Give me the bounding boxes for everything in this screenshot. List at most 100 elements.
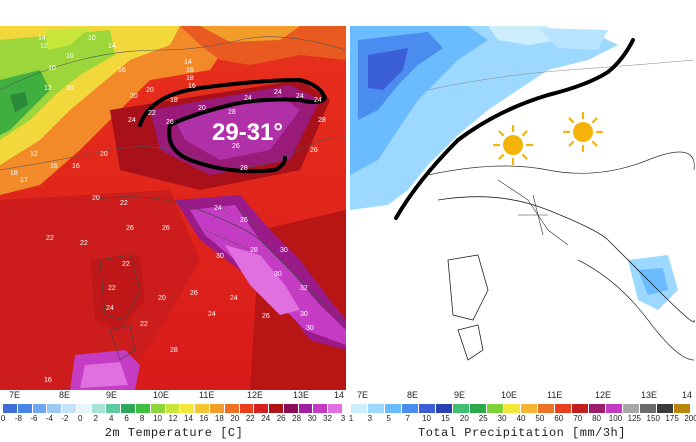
- colorbar-tick-label: 3: [340, 414, 346, 423]
- colorbar-swatch: [313, 404, 329, 413]
- station-value: 30: [300, 311, 308, 318]
- high-pressure-outline: [138, 77, 328, 174]
- colorbar-swatch: [487, 404, 504, 413]
- station-value: 10: [66, 53, 74, 60]
- longitude-tick: 8E: [59, 390, 71, 400]
- precipitation-legend-title: Total Precipitation [mm/3h]: [418, 426, 626, 440]
- colorbar-tick-label: 80: [592, 414, 601, 423]
- colorbar-tick-label: 20: [230, 414, 240, 423]
- station-value: 14: [38, 35, 46, 42]
- station-value: 22: [248, 125, 256, 132]
- station-value: 16: [72, 163, 80, 170]
- longitude-tick: 12E: [595, 390, 612, 400]
- colorbar-swatch: [589, 404, 606, 413]
- station-value: 20: [198, 105, 206, 112]
- colorbar-tick-label: 6: [124, 414, 129, 423]
- colorbar-tick-label: 32: [323, 414, 332, 423]
- colorbar-swatch: [328, 404, 343, 413]
- colorbar-tick-label: 8: [139, 414, 145, 423]
- temperature-map-panel: 29-31° 14 12 10 14 10 10 12 10 14 16 18 16 16 20 20 18 2…: [0, 26, 348, 442]
- colorbar-swatch: [76, 404, 92, 413]
- colorbar-swatch: [209, 404, 225, 413]
- colorbar-tick-label: 30: [307, 414, 317, 423]
- station-value: 10: [48, 65, 56, 72]
- colorbar-swatch: [674, 404, 691, 413]
- colorbar-tick-label: 26: [276, 414, 286, 423]
- colorbar-tick-label: 12: [168, 414, 178, 423]
- panel-divider: [346, 26, 350, 392]
- temperature-colorbar-ticks: 0 -8 -6 -4 -2 0 2 4 6 8 10 12 14 16 18 20 22 24 26 28 30 32 3: [0, 414, 348, 425]
- colorbar-tick-label: 60: [554, 414, 564, 423]
- station-value: 16: [186, 67, 194, 74]
- station-value: 28: [240, 165, 248, 172]
- colorbar-swatch: [195, 404, 210, 413]
- station-value: 17: [20, 177, 28, 184]
- colorbar-swatch: [657, 404, 674, 413]
- station-value: 12: [44, 85, 52, 92]
- precipitation-map-panel: 7E 8E 9E 10E 11E 12E 13E 14 1 3 5 7 10 15 20 25 30 40 50 6…: [348, 0, 696, 442]
- colorbar-swatch: [3, 404, 18, 413]
- colorbar-tick-label: -4: [45, 414, 53, 423]
- longitude-tick: 8E: [407, 390, 419, 400]
- station-value: 10: [88, 35, 96, 42]
- colorbar-tick-label: 150: [646, 414, 660, 423]
- colorbar-swatch: [385, 404, 402, 413]
- station-value: 24: [274, 89, 282, 96]
- colorbar-tick-label: 15: [440, 414, 450, 423]
- colorbar-tick-label: 30: [497, 414, 507, 423]
- colorbar-swatch: [419, 404, 436, 413]
- sun-icon: [492, 124, 534, 166]
- station-value: 14: [184, 59, 192, 66]
- colorbar-swatch: [91, 404, 107, 413]
- colorbar-swatch: [239, 404, 255, 413]
- longitude-tick: 9E: [106, 390, 118, 400]
- longitude-tick: 14: [334, 390, 345, 400]
- station-value: 22: [46, 235, 54, 242]
- colorbar-swatch: [453, 404, 470, 413]
- colorbar-tick-label: -2: [61, 414, 69, 423]
- colorbar-tick-label: 200: [684, 414, 696, 423]
- colorbar-tick-label: 28: [292, 414, 302, 423]
- colorbar-tick-label: -6: [30, 414, 38, 423]
- colorbar-tick-label: 10: [153, 414, 162, 423]
- station-value: 24: [230, 295, 238, 302]
- colorbar-swatch: [402, 404, 419, 413]
- sun-icon: [562, 111, 604, 153]
- station-value: 30: [306, 325, 314, 332]
- station-value: 22: [148, 110, 156, 117]
- colorbar-tick-label: 175: [665, 414, 679, 423]
- colorbar-tick-label: 0: [78, 414, 83, 423]
- longitude-tick: 11E: [199, 390, 215, 400]
- station-value: 26: [126, 225, 134, 232]
- colorbar-swatch: [623, 404, 640, 413]
- station-value: 18: [186, 75, 194, 82]
- precipitation-colorbar: [351, 404, 691, 413]
- station-value: 30: [216, 253, 224, 260]
- colorbar-swatch: [572, 404, 589, 413]
- temperature-range-label: 29-31°: [212, 119, 283, 146]
- colorbar-swatch: [150, 404, 166, 413]
- station-value: 32: [300, 285, 308, 292]
- station-value: 22: [122, 261, 130, 268]
- colorbar-tick-label: 70: [573, 414, 583, 423]
- colorbar-swatch: [121, 404, 137, 413]
- station-value: 26: [240, 217, 248, 224]
- colorbar-tick-label: 3: [367, 414, 373, 423]
- station-value: 28: [250, 247, 258, 254]
- station-value: 20: [92, 195, 100, 202]
- temperature-legend: 0 -8 -6 -4 -2 0 2 4 6 8 10 12 14 16 18 20 22 24 26 28 30 32 3 …: [0, 404, 348, 442]
- station-value: 28: [318, 117, 326, 124]
- temperature-colorbar: [3, 404, 343, 413]
- station-value: 20: [158, 295, 166, 302]
- colorbar-swatch: [17, 404, 33, 413]
- longitude-tick: 10E: [501, 390, 518, 400]
- precipitation-map: [350, 26, 695, 390]
- colorbar-swatch: [538, 404, 555, 413]
- colorbar-swatch: [224, 404, 240, 413]
- colorbar-tick-label: 16: [199, 414, 209, 423]
- station-value: 26: [262, 313, 270, 320]
- longitude-tick: 14: [682, 390, 693, 400]
- station-value: 10: [66, 85, 74, 92]
- station-value: 30: [274, 271, 282, 278]
